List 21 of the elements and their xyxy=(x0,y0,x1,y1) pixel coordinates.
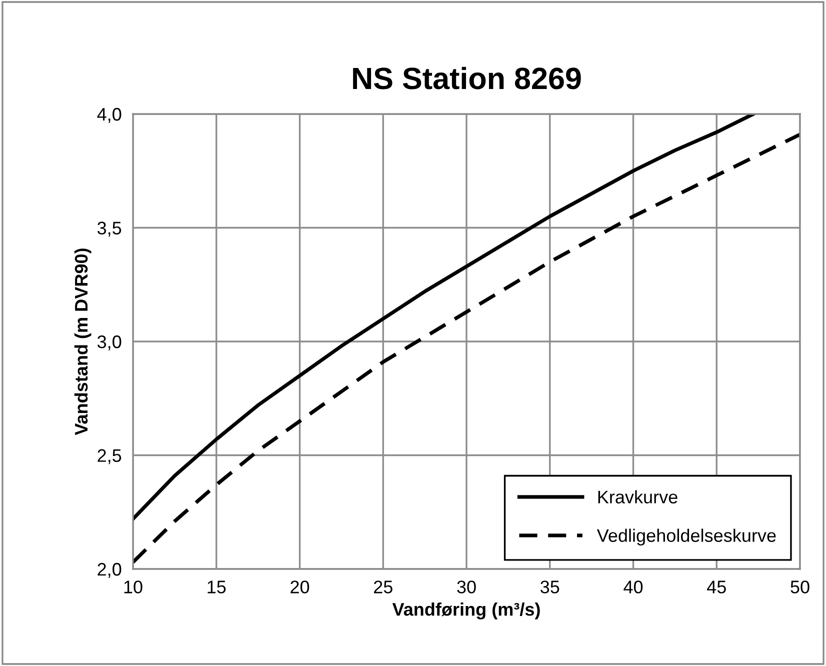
x-tick-label: 20 xyxy=(290,580,310,594)
x-tick-label: 45 xyxy=(707,580,726,594)
legend-label: Vedligeholdelseskurve xyxy=(596,528,776,546)
y-tick-label: 3,0 xyxy=(97,335,122,350)
line-series xyxy=(133,132,800,564)
y-axis-title: Vandstand (m DVR90) xyxy=(74,248,92,436)
x-tick-label: 50 xyxy=(790,580,810,594)
x-axis-title: Vandføring (m³/s) xyxy=(392,602,540,620)
y-tick-label: 3,5 xyxy=(97,222,122,237)
x-tick-label: 35 xyxy=(540,580,560,594)
x-tick-label: 30 xyxy=(457,580,476,594)
y-tick-label: 2,5 xyxy=(98,449,122,464)
x-tick-label: 40 xyxy=(624,580,643,594)
x-tick-label: 25 xyxy=(374,580,392,594)
x-tick-label: 15 xyxy=(208,580,226,594)
legend-label: Kravkurve xyxy=(598,490,678,504)
chart-title: NS Station 8269 xyxy=(353,66,581,90)
y-tick-label: 4,0 xyxy=(97,108,122,123)
x-tick-label: 10 xyxy=(124,580,142,594)
y-tick-label: 2,0 xyxy=(98,562,122,578)
line-series xyxy=(133,114,756,521)
